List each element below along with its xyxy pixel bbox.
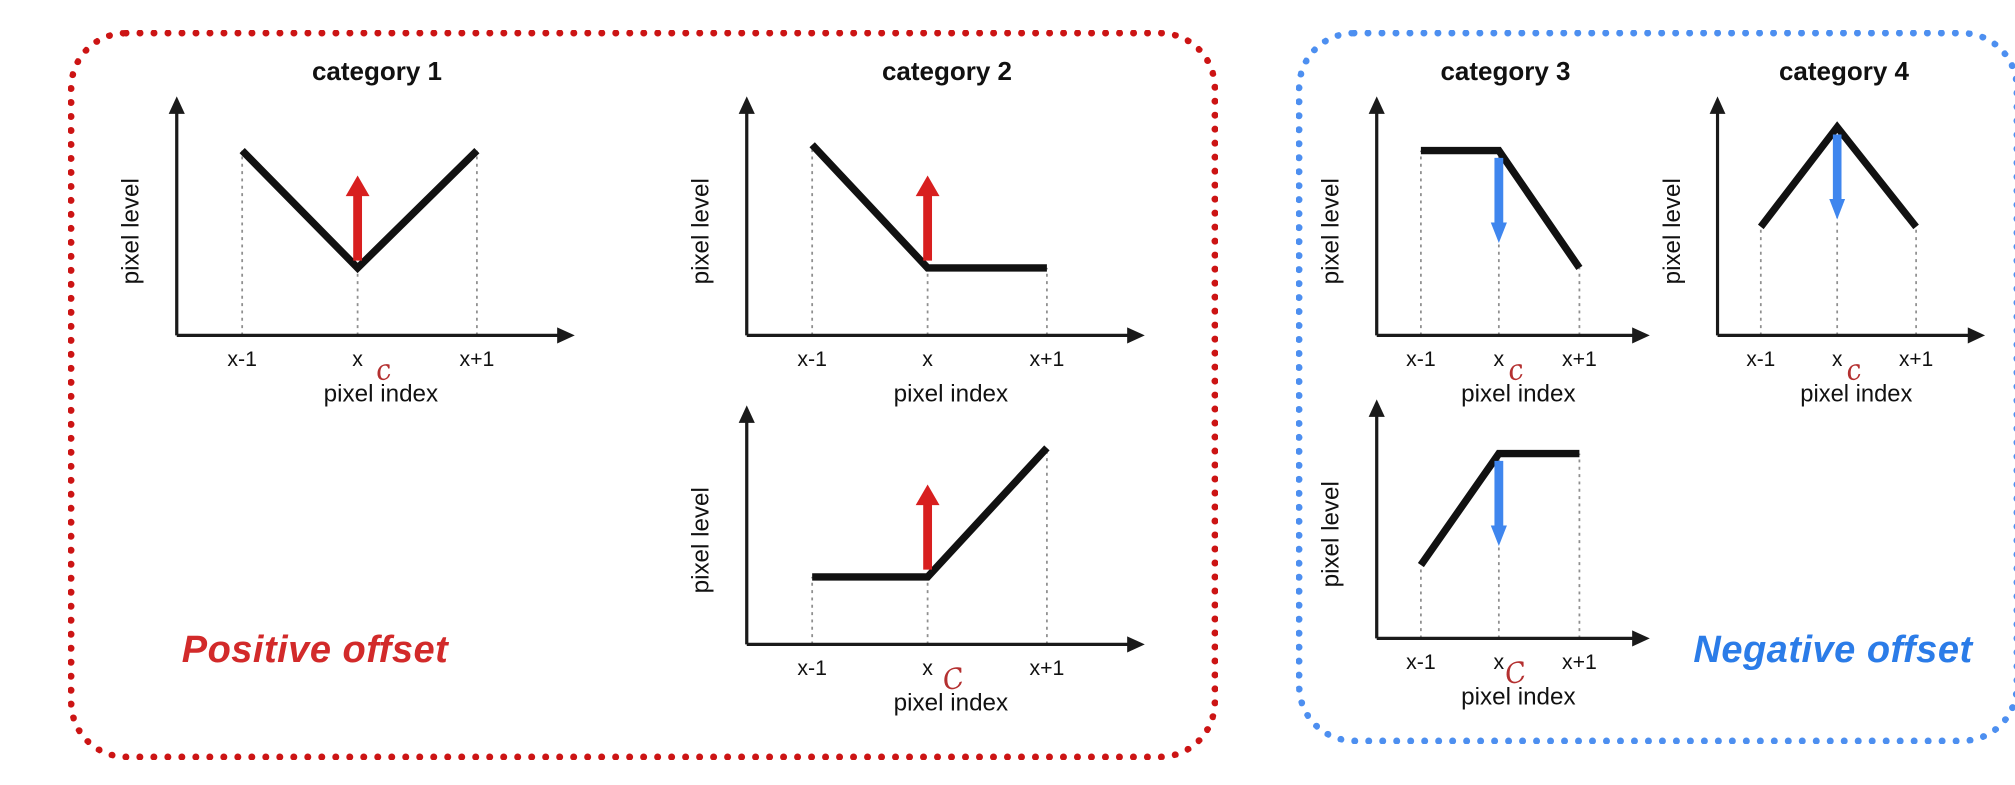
chart-plot-area: x-1 x x+1 pixel index pixel level c [1660,89,1998,419]
x-axis-label: pixel index [1461,380,1575,407]
tick-label: x [1832,348,1843,371]
tick-label: x [922,347,933,371]
y-axis-arrowhead [738,405,755,423]
tick-label: x+1 [459,347,494,371]
tick-label: x-1 [1746,348,1775,371]
offset-arrowhead [1490,525,1507,546]
chart-title: category 4 [1778,56,1910,86]
x-axis-arrowhead [1967,327,1986,344]
chart-plot-area: x-1 x x+1 pixel index pixel level C [1318,392,1663,722]
positive-offset-label: Positive offset [181,629,449,671]
positive-offset-group-box: category 1 x-1 x x+1 pixel index pixel level… [68,30,1218,760]
y-axis-arrowhead [1368,96,1385,114]
offset-arrowhead [345,175,370,197]
chart-category-3: category 3 x-1 x x+1 pixel index pixel level… [1318,55,1663,419]
negative-offset-group-box: category 3 x-1 x x+1 pixel index pixel level… [1296,30,2015,744]
tick-label: x+1 [1029,347,1064,371]
chart-title: category 3 [1440,56,1571,86]
tick-label: x-1 [797,656,827,680]
y-axis-label: pixel level [1660,178,1686,284]
tick-label: x+1 [1029,656,1064,680]
handwritten-annotation: c [372,352,395,388]
offset-arrowhead [1490,222,1507,243]
y-axis-label: pixel level [688,487,715,593]
chart-positive-flat-then-rising: x-1 x x+1 pixel index pixel level C [688,398,1158,728]
tick-label: x+1 [1899,348,1933,371]
y-axis-label: pixel level [1318,178,1345,284]
x-axis-label: pixel index [324,380,438,407]
chart-plot-area: x-1 x x+1 pixel index pixel level C [688,398,1158,728]
chart-plot-area: x-1 x x+1 pixel index pixel level c [1318,89,1663,419]
handwritten-annotation: c [1505,352,1528,388]
tick-label: x [1494,347,1505,371]
chart-plot-area: x-1 x x+1 pixel index pixel level c [118,89,588,419]
tick-label: x-1 [797,347,827,371]
chart-canvas: x-1 x x+1 pixel index pixel level [688,96,1145,407]
tick-label: x-1 [1406,650,1436,674]
tick-label: x+1 [1562,650,1597,674]
x-axis-label: pixel index [894,689,1008,716]
chart-canvas: x-1 x x+1 pixel index pixel level c [1318,96,1650,407]
y-axis-label: pixel level [688,178,715,284]
x-axis-label: pixel index [1461,683,1575,710]
negative-offset-label: Negative offset [1693,629,1973,671]
chart-canvas: x-1 x x+1 pixel index pixel level c [118,96,575,407]
y-axis-arrowhead [1368,399,1385,417]
chart-negative-rising-then-flat: x-1 x x+1 pixel index pixel level C [1318,392,1663,722]
chart-category-2: category 2 x-1 x x+1 pixel index pixel level [688,55,1158,419]
y-axis-arrowhead [738,96,755,114]
chart-title: category 1 [311,56,443,86]
offset-arrowhead [915,484,940,506]
signal-curve [239,147,480,274]
tick-label: x [1494,650,1505,674]
handwritten-annotation: c [1843,352,1865,388]
x-axis-label: pixel index [894,380,1008,407]
tick-label: x+1 [1562,347,1597,371]
signal-curve [809,142,1047,272]
offset-arrowhead [1829,199,1846,220]
chart-category-1: category 1 x-1 x x+1 pixel index pixel level… [118,55,588,419]
y-axis-label: pixel level [118,178,145,284]
chart-title: category 2 [881,56,1013,86]
x-axis-arrowhead [1127,327,1145,344]
y-axis-label: pixel level [1318,481,1345,587]
x-axis-arrowhead [1632,630,1650,647]
y-axis-arrowhead [1709,96,1726,114]
tick-label: x [352,347,363,371]
tick-label: x [922,656,933,680]
x-axis-arrowhead [1632,327,1650,344]
x-axis-arrowhead [1127,636,1145,653]
x-axis-label: pixel index [1800,380,1912,407]
signal-curve [812,445,1050,581]
signal-curve [1757,121,1919,230]
signal-curve [1420,146,1583,271]
chart-category-4: category 4 x-1 x x+1 pixel index pixel level… [1660,55,1998,419]
signal-curve [1417,449,1580,568]
chart-plot-area: x-1 x x+1 pixel index pixel level [688,89,1158,419]
tick-label: x-1 [227,347,257,371]
tick-label: x-1 [1406,347,1436,371]
x-axis-arrowhead [557,327,575,344]
y-axis-arrowhead [168,96,185,114]
offset-arrowhead [915,175,940,197]
chart-canvas: x-1 x x+1 pixel index pixel level c [1660,96,1986,407]
